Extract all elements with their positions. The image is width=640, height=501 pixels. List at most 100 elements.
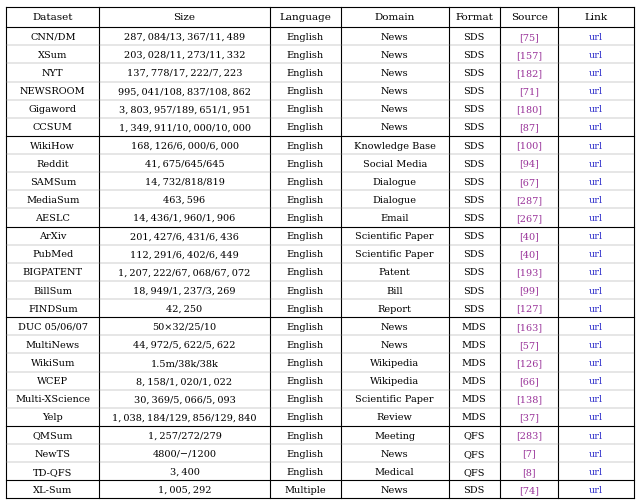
Text: Domain: Domain xyxy=(374,14,415,23)
Text: English: English xyxy=(287,394,324,403)
Text: 1, 207, 222/67, 068/67, 072: 1, 207, 222/67, 068/67, 072 xyxy=(118,268,251,277)
Text: SDS: SDS xyxy=(463,141,485,150)
Text: [138]: [138] xyxy=(516,394,542,403)
Text: MDS: MDS xyxy=(462,394,486,403)
Text: [40]: [40] xyxy=(519,232,539,240)
Text: English: English xyxy=(287,467,324,476)
Text: SDS: SDS xyxy=(463,159,485,168)
Text: Dialogue: Dialogue xyxy=(372,195,417,204)
Text: url: url xyxy=(589,431,603,440)
Text: url: url xyxy=(589,485,603,494)
Text: News: News xyxy=(381,123,408,132)
Text: 42, 250: 42, 250 xyxy=(166,304,203,313)
Text: SDS: SDS xyxy=(463,123,485,132)
Text: [267]: [267] xyxy=(516,213,542,222)
Text: 112, 291/6, 402/6, 449: 112, 291/6, 402/6, 449 xyxy=(130,250,239,259)
Text: 3, 803, 957/189, 651/1, 951: 3, 803, 957/189, 651/1, 951 xyxy=(118,105,250,114)
Text: News: News xyxy=(381,87,408,96)
Text: SDS: SDS xyxy=(463,286,485,295)
Text: Medical: Medical xyxy=(375,467,415,476)
Text: FINDSum: FINDSum xyxy=(28,304,77,313)
Text: MDS: MDS xyxy=(462,376,486,385)
Text: XSum: XSum xyxy=(38,51,67,60)
Text: url: url xyxy=(589,286,603,295)
Text: url: url xyxy=(589,51,603,60)
Text: [7]: [7] xyxy=(522,449,536,458)
Text: Dialogue: Dialogue xyxy=(372,177,417,186)
Text: [71]: [71] xyxy=(519,87,539,96)
Text: [126]: [126] xyxy=(516,358,542,367)
Text: 1, 349, 911/10, 000/10, 000: 1, 349, 911/10, 000/10, 000 xyxy=(118,123,250,132)
Text: AESLC: AESLC xyxy=(35,213,70,222)
Text: SDS: SDS xyxy=(463,69,485,78)
Text: url: url xyxy=(589,358,603,367)
Text: [74]: [74] xyxy=(519,485,539,494)
Text: url: url xyxy=(589,467,603,476)
Text: url: url xyxy=(589,141,603,150)
Text: [182]: [182] xyxy=(516,69,542,78)
Text: English: English xyxy=(287,358,324,367)
Text: English: English xyxy=(287,322,324,331)
Text: url: url xyxy=(589,304,603,313)
Text: English: English xyxy=(287,213,324,222)
Text: url: url xyxy=(589,394,603,403)
Text: Email: Email xyxy=(380,213,409,222)
Text: News: News xyxy=(381,449,408,458)
Text: 14, 732/818/819: 14, 732/818/819 xyxy=(145,177,225,186)
Text: News: News xyxy=(381,485,408,494)
Text: News: News xyxy=(381,33,408,42)
Text: Source: Source xyxy=(511,14,548,23)
Text: [94]: [94] xyxy=(519,159,539,168)
Text: [87]: [87] xyxy=(519,123,539,132)
Text: English: English xyxy=(287,268,324,277)
Text: SDS: SDS xyxy=(463,250,485,259)
Text: Multiple: Multiple xyxy=(284,485,326,494)
Text: 1.5m/38k/38k: 1.5m/38k/38k xyxy=(150,358,218,367)
Text: BIGPATENT: BIGPATENT xyxy=(23,268,83,277)
Text: TD-QFS: TD-QFS xyxy=(33,467,72,476)
Text: [57]: [57] xyxy=(519,340,539,349)
Text: PubMed: PubMed xyxy=(32,250,74,259)
Text: url: url xyxy=(589,268,603,277)
Text: 3, 400: 3, 400 xyxy=(170,467,200,476)
Text: English: English xyxy=(287,87,324,96)
Text: Scientific Paper: Scientific Paper xyxy=(355,232,434,240)
Text: [99]: [99] xyxy=(519,286,539,295)
Text: 18, 949/1, 237/3, 269: 18, 949/1, 237/3, 269 xyxy=(133,286,236,295)
Text: BillSum: BillSum xyxy=(33,286,72,295)
Text: ArXiv: ArXiv xyxy=(39,232,67,240)
Text: 1, 257/272/279: 1, 257/272/279 xyxy=(148,431,221,440)
Text: Social Media: Social Media xyxy=(362,159,427,168)
Text: Patent: Patent xyxy=(379,268,410,277)
Text: English: English xyxy=(287,340,324,349)
Text: 1, 005, 292: 1, 005, 292 xyxy=(158,485,211,494)
Text: 203, 028/11, 273/11, 332: 203, 028/11, 273/11, 332 xyxy=(124,51,245,60)
Text: News: News xyxy=(381,51,408,60)
Text: 41, 675/645/645: 41, 675/645/645 xyxy=(145,159,225,168)
Text: url: url xyxy=(589,87,603,96)
Text: SDS: SDS xyxy=(463,268,485,277)
Text: Review: Review xyxy=(377,413,413,421)
Text: DUC 05/06/07: DUC 05/06/07 xyxy=(18,322,88,331)
Text: MultiNews: MultiNews xyxy=(26,340,80,349)
Text: Reddit: Reddit xyxy=(36,159,69,168)
Text: MDS: MDS xyxy=(462,413,486,421)
Text: Yelp: Yelp xyxy=(42,413,63,421)
Text: SDS: SDS xyxy=(463,177,485,186)
Text: SDS: SDS xyxy=(463,195,485,204)
Text: [67]: [67] xyxy=(519,177,539,186)
Text: url: url xyxy=(589,250,603,259)
Text: SDS: SDS xyxy=(463,213,485,222)
Text: MDS: MDS xyxy=(462,340,486,349)
Text: Gigaword: Gigaword xyxy=(29,105,77,114)
Text: English: English xyxy=(287,105,324,114)
Text: 1, 038, 184/129, 856/129, 840: 1, 038, 184/129, 856/129, 840 xyxy=(112,413,257,421)
Text: 995, 041/108, 837/108, 862: 995, 041/108, 837/108, 862 xyxy=(118,87,251,96)
Text: url: url xyxy=(589,232,603,240)
Text: url: url xyxy=(589,413,603,421)
Text: url: url xyxy=(589,376,603,385)
Text: NewTS: NewTS xyxy=(35,449,71,458)
Text: url: url xyxy=(589,69,603,78)
Text: English: English xyxy=(287,123,324,132)
Text: Multi-XScience: Multi-XScience xyxy=(15,394,90,403)
